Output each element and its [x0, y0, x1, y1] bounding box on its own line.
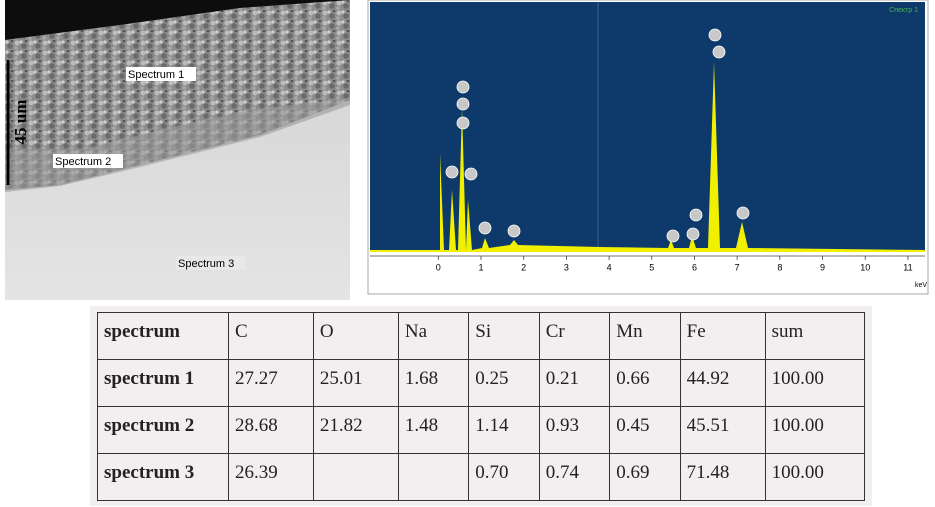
- table-cell: spectrum 3: [98, 454, 229, 501]
- table-cell: spectrum: [98, 313, 229, 360]
- spectrum-title: Спектр 1: [889, 7, 918, 14]
- table-cell: 0.21: [539, 360, 609, 407]
- spectrum-label: Spectrum 1: [128, 69, 184, 81]
- spectrum-label: Spectrum 3: [178, 258, 234, 270]
- table-cell: 26.39: [229, 454, 314, 501]
- table-cell: Mn: [610, 313, 680, 360]
- table-cell: [398, 454, 468, 501]
- x-tick-label: 10: [860, 262, 870, 272]
- table-cell: spectrum 1: [98, 360, 229, 407]
- x-tick-label: 0: [436, 262, 441, 272]
- x-tick-label: 6: [692, 262, 697, 272]
- table-cell: Cr: [539, 313, 609, 360]
- scale-bar-label: 45 um: [11, 100, 30, 145]
- table-cell: [313, 454, 398, 501]
- table-cell: 45.51: [680, 407, 765, 454]
- table-cell: O: [313, 313, 398, 360]
- table-cell: 0.25: [469, 360, 539, 407]
- page: 45 um Spectrum 1 Spectrum 2 Spectrum 3 С…: [0, 0, 935, 507]
- x-tick-label: 3: [564, 262, 569, 272]
- table-cell: 100.00: [765, 454, 864, 501]
- table-cell: 1.14: [469, 407, 539, 454]
- x-tick-label: 4: [607, 262, 612, 272]
- x-tick-label: 7: [735, 262, 740, 272]
- table-cell: Si: [469, 313, 539, 360]
- table-cell: 27.27: [229, 360, 314, 407]
- table-cell: Na: [398, 313, 468, 360]
- table-cell: 100.00: [765, 407, 864, 454]
- table-cell: 100.00: [765, 360, 864, 407]
- figure: 45 um Spectrum 1 Spectrum 2 Spectrum 3 С…: [0, 0, 935, 305]
- table-cell: 0.74: [539, 454, 609, 501]
- table-cell: 44.92: [680, 360, 765, 407]
- x-tick-label: 2: [521, 262, 526, 272]
- table-cell: 1.68: [398, 360, 468, 407]
- table-cell: Fe: [680, 313, 765, 360]
- table-cell: 71.48: [680, 454, 765, 501]
- table-cell: C: [229, 313, 314, 360]
- table-cell: sum: [765, 313, 864, 360]
- table-cell: spectrum 2: [98, 407, 229, 454]
- table-cell: 25.01: [313, 360, 398, 407]
- table-cell: 0.66: [610, 360, 680, 407]
- x-tick-label: 11: [903, 262, 912, 272]
- x-tick-label: 1: [478, 262, 483, 272]
- table-cell: 0.70: [469, 454, 539, 501]
- x-unit: keV: [915, 282, 927, 289]
- table-cell: 28.68: [229, 407, 314, 454]
- x-tick-label: 9: [820, 262, 825, 272]
- table-cell: 0.93: [539, 407, 609, 454]
- spectrum-panel: Спектр 1 keV 0 1 2 3 4 5 6 7 8 9 10 11: [368, 0, 928, 294]
- spectrum-label: Spectrum 2: [55, 156, 111, 168]
- table-cell: 21.82: [313, 407, 398, 454]
- x-tick-label: 8: [777, 262, 782, 272]
- micrograph: 45 um Spectrum 1 Spectrum 2 Spectrum 3: [5, 0, 350, 300]
- table-cell: 1.48: [398, 407, 468, 454]
- table-cell: 0.45: [610, 407, 680, 454]
- table-cell: 0.69: [610, 454, 680, 501]
- x-tick-label: 5: [649, 262, 654, 272]
